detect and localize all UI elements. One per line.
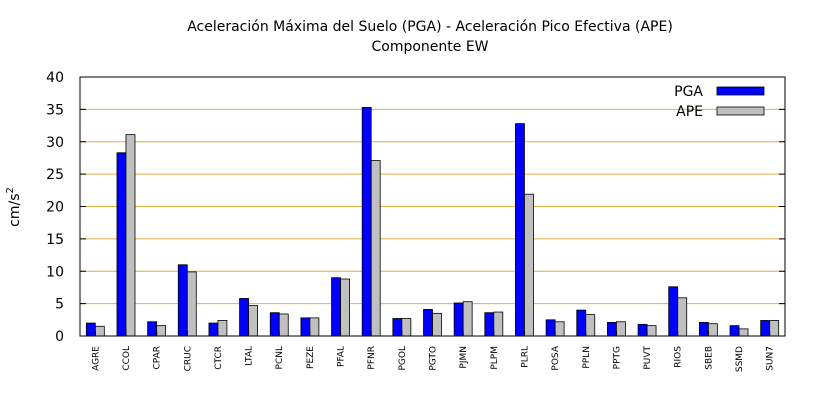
bar-ape-plpm: [493, 311, 504, 337]
bar-pga-ssmd: [729, 325, 740, 337]
bar-ape-sun7: [769, 320, 780, 337]
chart-title: Aceleración Máxima del Suelo (PGA) - Ace…: [187, 19, 673, 35]
bar-pga-pjmn: [453, 302, 464, 337]
y-tick-label: 35: [46, 102, 64, 118]
legend-swatch-pga: [716, 86, 765, 96]
x-tick-label: PEZE: [306, 346, 316, 369]
bar-ape-posa: [554, 321, 565, 337]
x-tick-label: PLPM: [490, 346, 500, 370]
bar-pga-rios: [668, 286, 679, 337]
x-tick-label: CCOL: [122, 346, 132, 371]
x-tick-label: SUN7: [766, 346, 776, 371]
bar-pga-ctcr: [208, 322, 219, 337]
bar-pga-peze: [300, 317, 311, 337]
bar-pga-cruc: [177, 264, 188, 337]
bar-ape-pgto: [432, 312, 442, 337]
bar-ape-pcnl: [278, 313, 289, 337]
bars: [85, 107, 780, 337]
legend-swatch-ape: [716, 106, 765, 116]
gridlines: [80, 108, 785, 305]
bar-ape-pjmn: [462, 301, 473, 337]
y-tick-label: 10: [46, 264, 64, 280]
legend: PGA APE: [674, 84, 765, 120]
bar-ape-ssmd: [738, 328, 749, 337]
x-tick-label: PFAL: [337, 346, 347, 367]
x-tick-label: PCNL: [275, 346, 285, 369]
bar-ape-pfal: [340, 278, 350, 337]
x-tick-label: PPLN: [582, 346, 592, 369]
bar-pga-pcnl: [269, 312, 280, 337]
plot-frame: [79, 76, 786, 337]
bar-pga-agre: [85, 322, 96, 337]
y-tick-label: 25: [46, 167, 64, 183]
x-tick-label: PPTG: [612, 346, 622, 369]
x-axis-ticks: AGRE CCOL CPAR CRUC CTCR LTAL PCNL PEZE PFAL PFNR…: [91, 331, 776, 372]
bar-pga-pfal: [331, 277, 341, 337]
x-tick-label: CTCR: [214, 346, 224, 370]
bar-ape-ccol: [125, 134, 136, 337]
y-tick-label: 30: [46, 135, 64, 151]
bar-ape-ppln: [585, 314, 596, 337]
bar-pga-ppln: [576, 309, 587, 337]
bar-pga-cpar: [147, 321, 158, 337]
bar-ape-ltal: [248, 305, 258, 337]
x-tick-label: PUVT: [643, 346, 653, 370]
bar-pga-plrl: [515, 123, 525, 337]
bar-ape-puvt: [646, 325, 657, 337]
y-tick-label: 15: [46, 232, 64, 248]
bar-ape-rios: [677, 297, 688, 337]
bar-ape-cruc: [186, 271, 197, 337]
bar-pga-posa: [545, 319, 556, 337]
x-tick-label: PFNR: [367, 346, 377, 370]
bar-ape-plrl: [524, 193, 534, 337]
bar-ape-cpar: [156, 325, 167, 337]
bar-pga-ccol: [116, 152, 127, 337]
bar-ape-agre: [94, 325, 105, 337]
bar-pga-pgto: [423, 309, 433, 337]
x-tick-label: CRUC: [183, 346, 193, 371]
bar-pga-plpm: [484, 312, 495, 337]
legend-label-pga: PGA: [674, 84, 703, 100]
bar-ape-peze: [309, 317, 320, 337]
x-tick-label: PLRL: [520, 346, 530, 368]
bar-pga-puvt: [637, 323, 648, 337]
x-tick-label: PGOL: [398, 346, 408, 371]
bar-ape-pgol: [401, 318, 412, 337]
bar-pga-ltal: [239, 298, 249, 337]
bar-pga-pgol: [392, 318, 403, 337]
x-tick-label: PJMN: [459, 346, 469, 369]
x-tick-label: RIOS: [674, 346, 684, 368]
legend-label-ape: APE: [676, 104, 703, 120]
chart-subtitle: Componente EW: [371, 39, 488, 55]
x-tick-label: SBEB: [704, 346, 714, 370]
y-tick-label: 0: [55, 329, 64, 345]
y-axis-ticks: 0 5 10 15 20 25 30 35 40: [46, 70, 785, 345]
bar-ape-pfnr: [370, 160, 381, 337]
x-tick-label: LTAL: [245, 346, 255, 366]
bar-ape-pptg: [616, 321, 626, 337]
y-axis-label: cm/s2: [5, 187, 23, 227]
bar-pga-pptg: [607, 322, 617, 337]
bar-pga-sbeb: [698, 322, 709, 337]
bar-pga-pfnr: [361, 107, 372, 337]
bar-ape-sbeb: [707, 323, 718, 337]
y-tick-label: 5: [55, 297, 64, 313]
x-tick-label: AGRE: [91, 346, 101, 371]
bar-ape-ctcr: [217, 320, 228, 337]
bar-pga-sun7: [760, 320, 771, 337]
x-tick-label: CPAR: [153, 346, 163, 370]
x-tick-label: POSA: [551, 345, 561, 370]
x-tick-label: SSMD: [735, 346, 745, 372]
y-tick-label: 20: [46, 200, 64, 216]
x-tick-label: PGTO: [429, 346, 439, 371]
y-tick-label: 40: [46, 70, 64, 86]
